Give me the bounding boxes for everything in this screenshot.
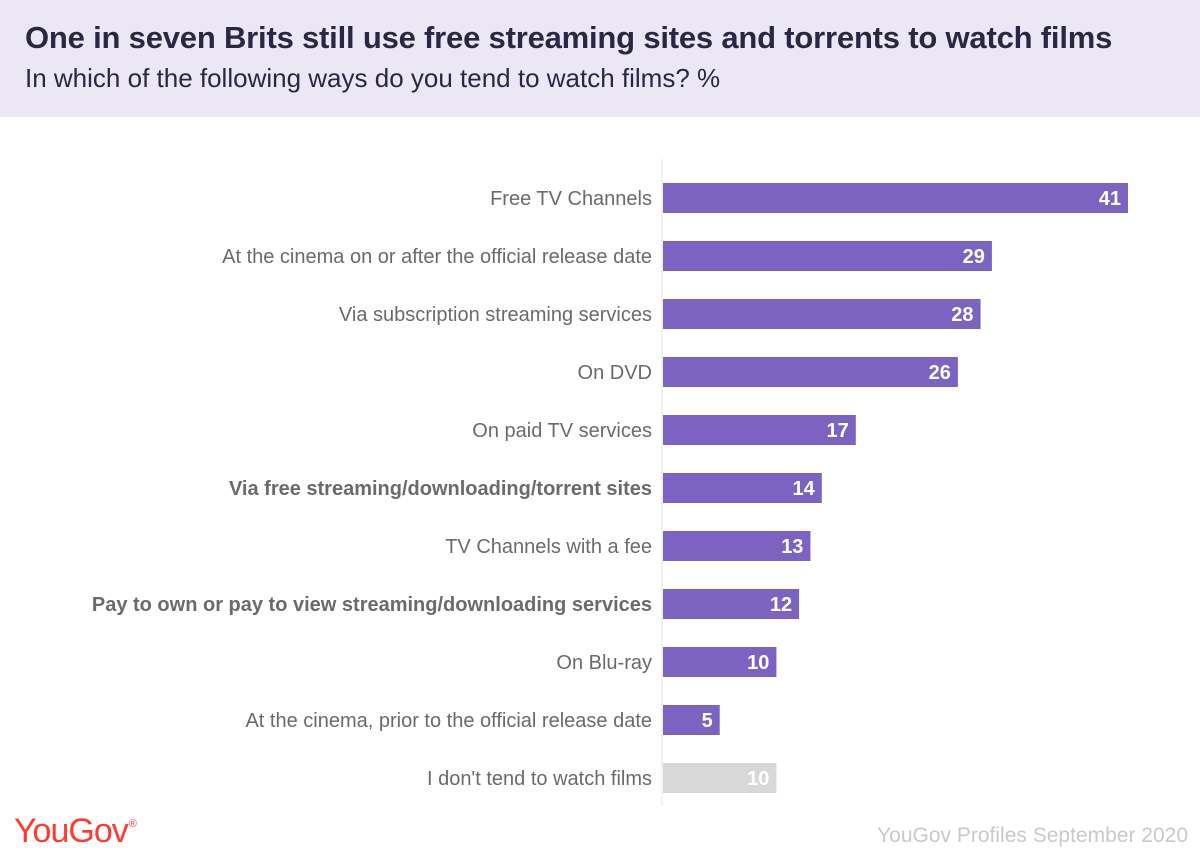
bar [663,705,720,735]
bar-value-label: 28 [951,304,973,326]
chart-title: One in seven Brits still use free stream… [25,20,1113,55]
bar-value-label: 13 [781,536,803,558]
bar-chart: Free TV Channels 41 At the cinema on or af… [92,159,1128,806]
category-label: Pay to own or pay to view streaming/down… [92,594,652,616]
category-label: Via subscription streaming services [339,304,652,326]
bar [663,473,822,503]
bar [663,531,811,561]
category-label: On DVD [578,362,652,384]
yougov-logo: YouGov® [14,812,137,850]
source-note: YouGov Profiles September 2020 [877,824,1188,847]
category-label: Free TV Channels [490,188,652,210]
chart-subtitle: In which of the following ways do you te… [25,63,721,93]
category-label: At the cinema on or after the official r… [222,246,652,268]
bar [663,647,777,677]
category-label: At the cinema, prior to the official rel… [245,710,652,732]
bar [663,241,992,271]
bar [663,183,1128,213]
bar-value-label: 12 [770,594,792,616]
bar-value-label: 10 [747,768,769,790]
bar-value-label: 5 [702,710,713,732]
category-label: Via free streaming/downloading/torrent s… [229,478,652,500]
bar [663,299,981,329]
bar-value-label: 10 [747,652,769,674]
bar-value-label: 29 [963,246,985,268]
bar [663,589,800,619]
header-band: One in seven Brits still use free stream… [0,0,1200,117]
category-label: TV Channels with a fee [445,536,652,558]
bar [663,763,777,793]
bar [663,415,856,445]
bar-value-label: 17 [827,420,849,442]
category-label: On paid TV services [472,420,652,442]
category-label: I don't tend to watch films [427,768,652,790]
bar [663,357,958,387]
bar-value-label: 41 [1099,188,1121,210]
bar-value-label: 14 [793,478,816,500]
bar-value-label: 26 [929,362,951,384]
category-label: On Blu-ray [556,652,652,674]
